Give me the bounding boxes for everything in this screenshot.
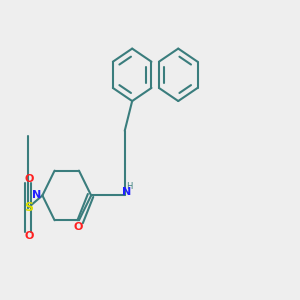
Text: O: O: [74, 222, 83, 232]
Text: O: O: [24, 174, 33, 184]
Text: H: H: [126, 182, 133, 191]
Text: N: N: [32, 190, 42, 200]
Text: O: O: [24, 231, 33, 242]
Text: S: S: [24, 201, 33, 214]
Text: N: N: [122, 187, 131, 197]
